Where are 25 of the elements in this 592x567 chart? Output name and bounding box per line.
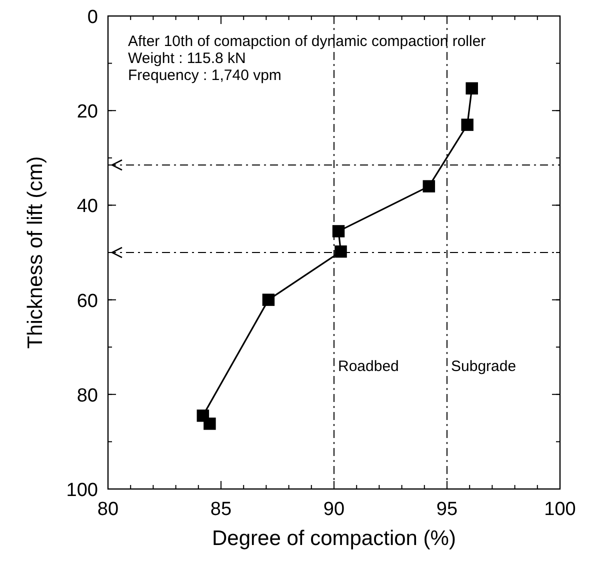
point: [204, 418, 216, 430]
point: [332, 225, 345, 238]
y-tick-label: 100: [66, 480, 98, 501]
point: [422, 180, 436, 192]
point: [461, 118, 474, 131]
y-tick-label: 40: [76, 196, 98, 218]
x-axis-title: Degree of compaction (%): [212, 527, 456, 550]
x-tick-label: 80: [97, 499, 119, 520]
annotation: Weight : 115.8 kN: [128, 50, 246, 67]
y-tick-label: 80: [76, 385, 98, 406]
x-tick-label: 100: [544, 499, 576, 520]
point: [334, 245, 347, 258]
point: [466, 82, 478, 94]
x-tick-label: 95: [436, 499, 458, 520]
y-tick-label: 0: [87, 7, 98, 28]
ref-line-label: Subgrade: [451, 358, 516, 375]
x-tick-label: 90: [323, 499, 345, 520]
annotation: Frequency : 1,740 vpm: [128, 67, 282, 84]
y-tick-label: 20: [76, 102, 98, 123]
annotation: After 10th of comapction of dynamic compaction roller: [128, 33, 486, 50]
y-axis-title: Thickness of lift (cm): [24, 156, 47, 349]
ref-line-label: Roadbed: [338, 358, 399, 375]
x-tick-label: 85: [210, 499, 232, 520]
point: [262, 294, 275, 306]
y-tick-label: 60: [76, 290, 98, 312]
